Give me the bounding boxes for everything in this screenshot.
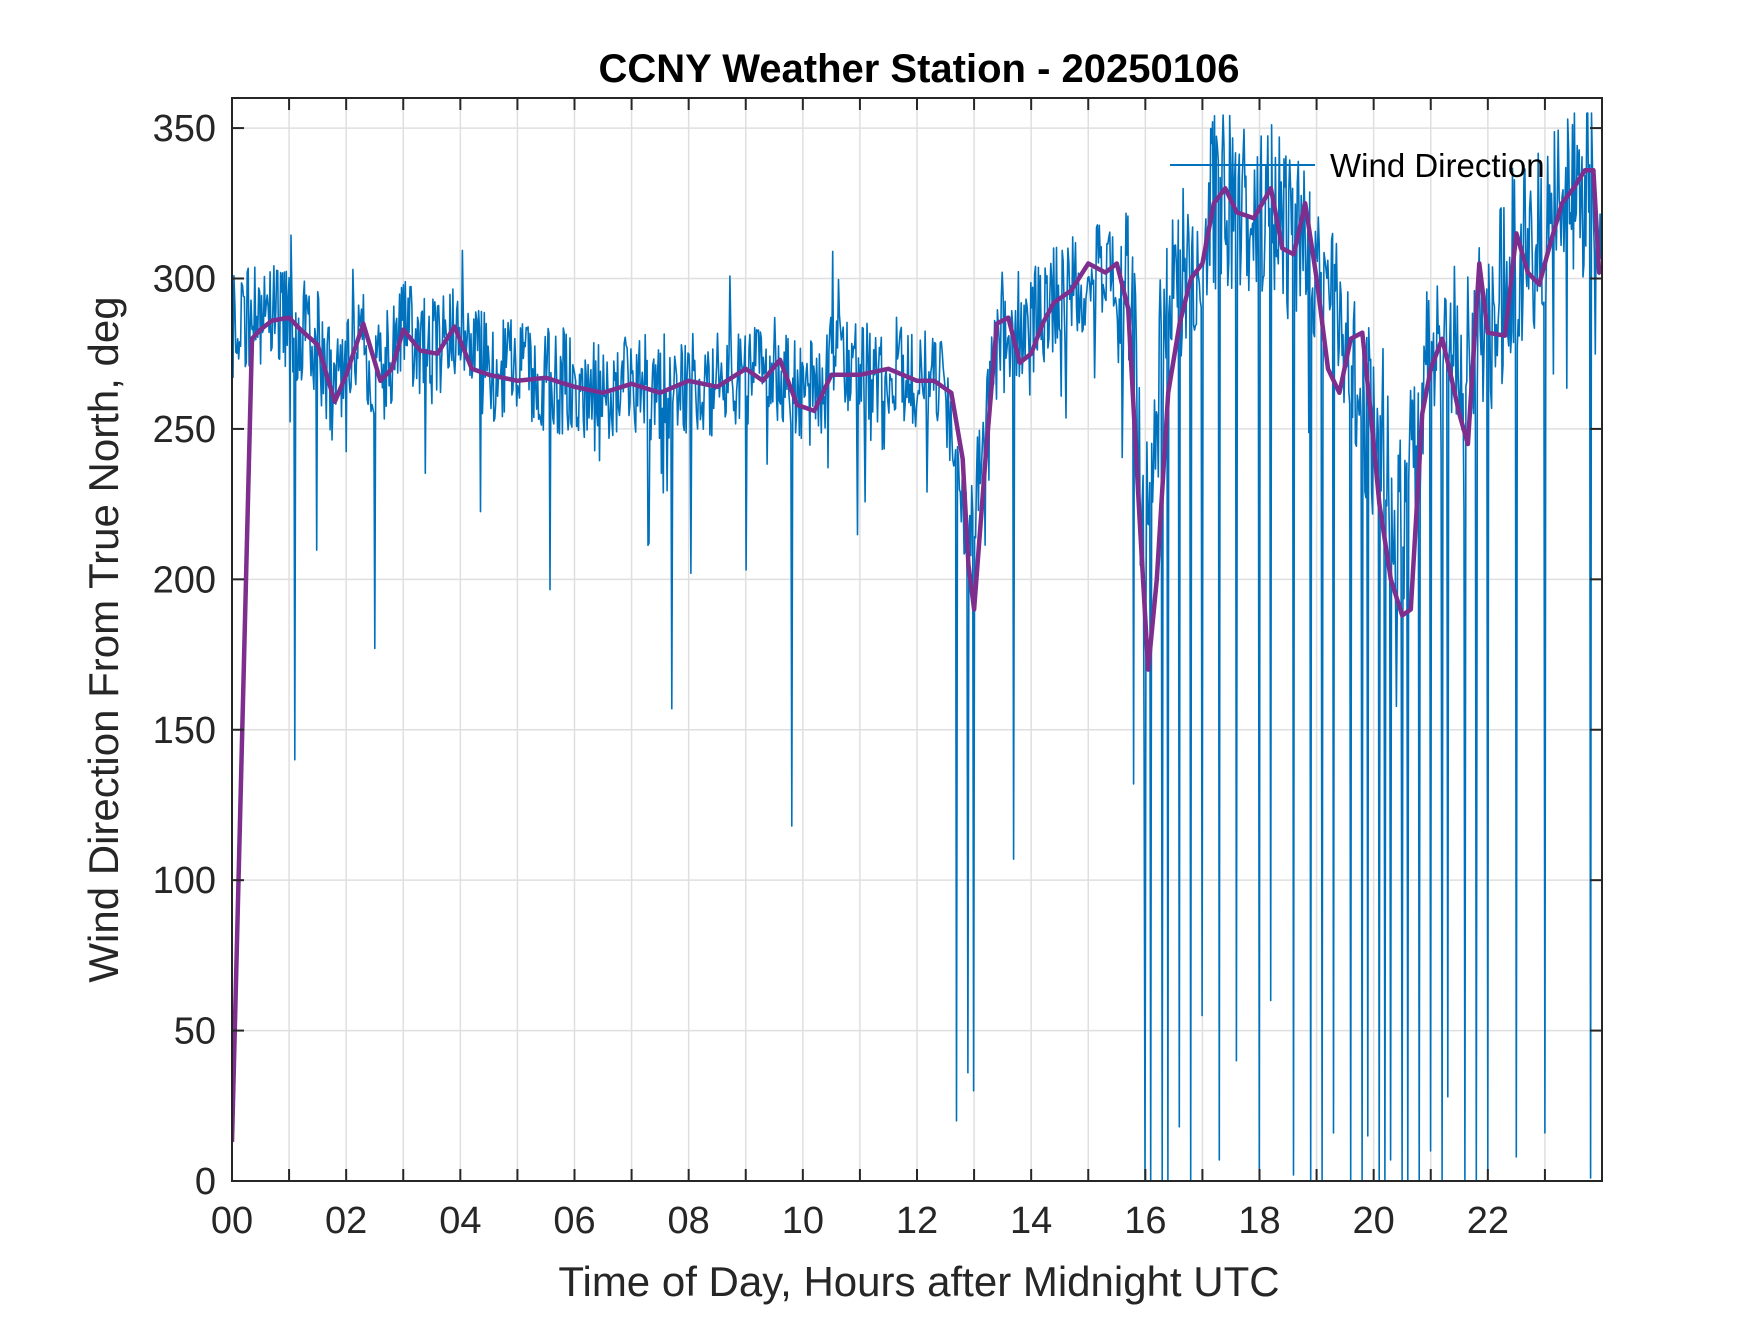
series-line-smoothed	[232, 167, 1602, 1142]
x-tick-label: 12	[896, 1200, 938, 1242]
x-tick-label: 14	[1010, 1200, 1052, 1242]
y-tick-label: 200	[153, 559, 216, 601]
x-tick-label: 22	[1467, 1200, 1509, 1242]
x-tick-label: 00	[211, 1200, 253, 1242]
x-axis-label: Time of Day, Hours after Midnight UTC	[558, 1258, 1279, 1305]
x-tick-label: 06	[553, 1200, 595, 1242]
y-tick-label: 150	[153, 710, 216, 752]
y-axis-label: Wind Direction From True North, deg	[80, 296, 127, 982]
y-tick-label: 300	[153, 259, 216, 301]
x-tick-label: 18	[1238, 1200, 1280, 1242]
x-tick-label: 04	[439, 1200, 481, 1242]
x-tick-label: 16	[1124, 1200, 1166, 1242]
y-tick-label: 250	[153, 409, 216, 451]
y-tick-label: 0	[195, 1161, 216, 1203]
chart-title: CCNY Weather Station - 20250106	[599, 47, 1240, 91]
axis-ticks: 00 02 04 06 08 10 12 14 16 18 20 22 0 50 100 150 200 250 3…	[153, 98, 1603, 1242]
x-tick-label: 10	[782, 1200, 824, 1242]
legend: Wind Direction	[1170, 147, 1545, 184]
series-layer	[232, 112, 1602, 1181]
y-tick-label: 100	[153, 860, 216, 902]
x-tick-label: 02	[325, 1200, 367, 1242]
x-tick-label: 08	[668, 1200, 710, 1242]
x-tick-label: 20	[1353, 1200, 1395, 1242]
y-tick-label: 50	[174, 1011, 216, 1053]
legend-label-wind-direction: Wind Direction	[1330, 147, 1545, 184]
y-tick-label: 350	[153, 108, 216, 150]
series-line-wind-direction	[232, 112, 1602, 1181]
